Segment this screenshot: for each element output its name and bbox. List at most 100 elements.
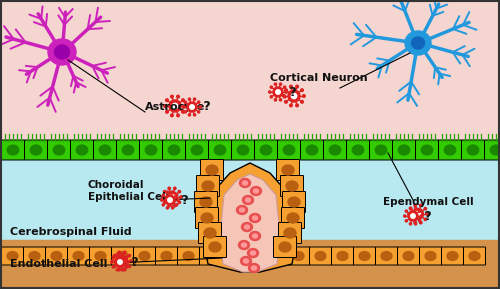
Circle shape (410, 218, 412, 221)
FancyBboxPatch shape (280, 175, 303, 197)
Circle shape (124, 268, 126, 271)
Ellipse shape (192, 145, 202, 155)
FancyBboxPatch shape (462, 140, 484, 160)
Circle shape (410, 223, 412, 225)
Ellipse shape (330, 145, 340, 155)
Ellipse shape (403, 252, 414, 260)
Circle shape (404, 215, 406, 217)
Ellipse shape (240, 257, 252, 266)
Ellipse shape (76, 145, 88, 155)
Circle shape (176, 95, 180, 98)
Ellipse shape (242, 195, 254, 205)
Ellipse shape (48, 39, 76, 65)
Text: ?: ? (127, 255, 139, 268)
FancyBboxPatch shape (204, 236, 227, 257)
FancyBboxPatch shape (194, 192, 218, 212)
FancyBboxPatch shape (68, 247, 90, 265)
Ellipse shape (240, 179, 250, 188)
Ellipse shape (122, 145, 134, 155)
Circle shape (184, 111, 186, 113)
Ellipse shape (161, 252, 172, 260)
Ellipse shape (252, 234, 258, 238)
Ellipse shape (279, 242, 291, 252)
Ellipse shape (248, 249, 258, 257)
Circle shape (290, 104, 292, 107)
Circle shape (182, 110, 184, 113)
FancyBboxPatch shape (2, 247, 24, 265)
Ellipse shape (252, 266, 256, 270)
FancyBboxPatch shape (162, 140, 186, 160)
Ellipse shape (95, 252, 106, 260)
Ellipse shape (204, 228, 216, 238)
FancyBboxPatch shape (288, 247, 310, 265)
Text: Endothelial Cell: Endothelial Cell (10, 259, 108, 269)
Circle shape (112, 256, 114, 258)
Circle shape (414, 207, 416, 209)
Circle shape (164, 190, 166, 193)
Circle shape (274, 83, 276, 85)
Circle shape (285, 91, 288, 93)
Circle shape (270, 96, 272, 98)
Ellipse shape (100, 145, 110, 155)
FancyBboxPatch shape (254, 140, 278, 160)
Ellipse shape (29, 252, 40, 260)
Ellipse shape (337, 252, 348, 260)
Ellipse shape (412, 37, 424, 49)
Polygon shape (220, 174, 280, 272)
FancyBboxPatch shape (282, 208, 304, 229)
FancyBboxPatch shape (300, 140, 324, 160)
Circle shape (176, 204, 178, 206)
Ellipse shape (250, 214, 260, 223)
Circle shape (128, 254, 130, 257)
Circle shape (198, 111, 200, 113)
Circle shape (115, 257, 125, 267)
Circle shape (127, 261, 130, 263)
FancyBboxPatch shape (274, 236, 296, 257)
FancyBboxPatch shape (208, 140, 232, 160)
Circle shape (194, 98, 196, 100)
Circle shape (188, 98, 190, 100)
Circle shape (424, 218, 426, 221)
FancyBboxPatch shape (24, 140, 48, 160)
Circle shape (114, 265, 116, 268)
Ellipse shape (376, 145, 386, 155)
Ellipse shape (248, 264, 260, 273)
Ellipse shape (405, 31, 431, 55)
Circle shape (168, 187, 170, 190)
Ellipse shape (242, 223, 252, 231)
Circle shape (302, 95, 305, 97)
FancyBboxPatch shape (90, 247, 112, 265)
FancyBboxPatch shape (438, 140, 462, 160)
FancyBboxPatch shape (200, 160, 224, 181)
FancyBboxPatch shape (282, 192, 306, 212)
Circle shape (408, 213, 410, 215)
Circle shape (120, 259, 124, 264)
Circle shape (416, 212, 420, 216)
Circle shape (116, 269, 118, 271)
Circle shape (166, 192, 177, 203)
Circle shape (426, 213, 428, 215)
Circle shape (128, 265, 130, 268)
Circle shape (168, 204, 170, 207)
Text: ?: ? (420, 210, 432, 223)
Circle shape (270, 86, 272, 88)
Ellipse shape (444, 145, 456, 155)
Circle shape (188, 114, 190, 116)
Circle shape (418, 220, 421, 222)
Ellipse shape (73, 252, 84, 260)
Circle shape (284, 86, 286, 88)
FancyBboxPatch shape (196, 175, 220, 197)
Ellipse shape (242, 243, 246, 247)
Ellipse shape (286, 181, 298, 191)
Ellipse shape (352, 145, 364, 155)
Circle shape (176, 114, 180, 117)
Ellipse shape (468, 145, 478, 155)
Circle shape (166, 99, 168, 101)
Circle shape (122, 269, 124, 271)
Ellipse shape (205, 252, 216, 260)
Circle shape (411, 214, 415, 218)
FancyBboxPatch shape (94, 140, 116, 160)
Circle shape (284, 96, 286, 98)
FancyBboxPatch shape (416, 140, 438, 160)
Ellipse shape (244, 225, 250, 229)
